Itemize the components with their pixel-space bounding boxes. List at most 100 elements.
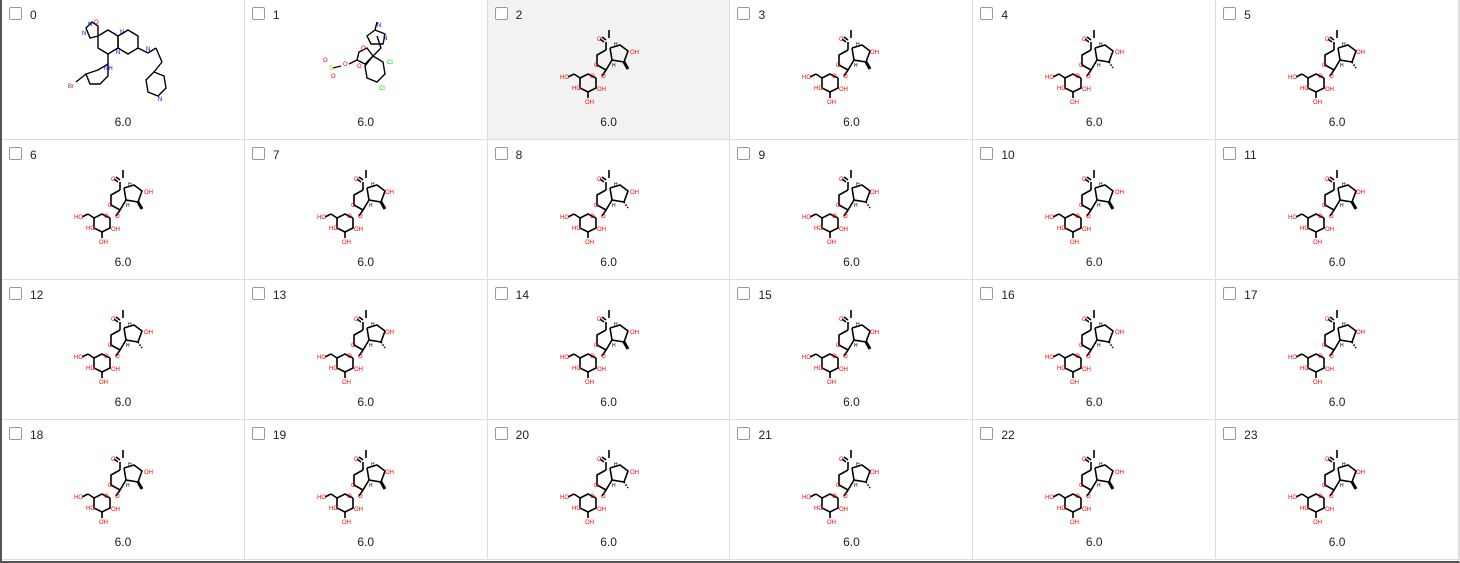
svg-text:O: O (832, 214, 837, 220)
grid-cell-12[interactable]: 12 O O O O HO HO OH OH OH H H 6.0 (2, 280, 245, 420)
select-checkbox[interactable] (1223, 287, 1237, 300)
svg-text:OH: OH (839, 367, 848, 373)
select-checkbox[interactable] (251, 427, 265, 440)
select-checkbox[interactable] (494, 287, 508, 300)
select-checkbox[interactable] (737, 287, 751, 300)
select-checkbox[interactable] (494, 147, 508, 160)
svg-text:HO: HO (1300, 86, 1309, 92)
svg-text:O: O (843, 354, 848, 360)
grid-cell-21[interactable]: 21 O O O O HO HO OH OH OH H H 6.0 (730, 420, 974, 560)
select-checkbox[interactable] (494, 7, 508, 20)
svg-text:H: H (371, 462, 375, 468)
svg-text:HO: HO (572, 226, 581, 232)
select-checkbox[interactable] (9, 7, 22, 20)
grid-cell-22[interactable]: 22 O O O O HO HO OH OH OH H H 6.0 (973, 420, 1217, 560)
select-checkbox[interactable] (251, 7, 265, 20)
svg-text:OH: OH (597, 87, 606, 93)
svg-text:OH: OH (385, 190, 394, 196)
grid-cell-13[interactable]: 13 O O O O HO HO OH OH OH H H 6.0 (244, 280, 488, 420)
svg-text:O: O (1079, 203, 1084, 209)
svg-text:OH: OH (870, 190, 879, 196)
svg-text:O: O (1329, 494, 1334, 500)
select-checkbox[interactable] (980, 7, 994, 20)
svg-text:HO: HO (814, 366, 823, 372)
grid-cell-14[interactable]: 14 O O O O HO HO OH OH OH H H 6.0 (487, 280, 731, 420)
grid-cell-0[interactable]: 0 N N N N NH N N O Br 6.0 (2, 0, 245, 140)
svg-text:OH: OH (597, 507, 606, 513)
select-checkbox[interactable] (9, 427, 22, 440)
svg-text:O: O (104, 354, 109, 360)
svg-text:O: O (594, 343, 599, 349)
cell-index: 22 (1001, 428, 1015, 442)
cell-score: 6.0 (1085, 535, 1103, 549)
select-checkbox[interactable] (980, 427, 994, 440)
grid-cell-8[interactable]: 8 O O O O HO HO OH OH OH H H 6.0 (487, 140, 731, 280)
svg-text:OH: OH (870, 50, 879, 56)
select-checkbox[interactable] (9, 287, 22, 300)
svg-text:H: H (1099, 42, 1103, 48)
svg-text:HO: HO (1300, 226, 1309, 232)
grid-cell-19[interactable]: 19 O O O O HO HO OH OH OH H H 6.0 (244, 420, 488, 560)
svg-text:O: O (108, 343, 113, 349)
grid-cell-15[interactable]: 15 O O O O HO HO OH OH OH H H 6.0 (730, 280, 974, 420)
grid-cell-20[interactable]: 20 O O O O HO HO OH OH OH H H 6.0 (487, 420, 731, 560)
cell-index: 9 (758, 148, 766, 162)
select-checkbox[interactable] (737, 427, 751, 440)
svg-text:O: O (1079, 343, 1084, 349)
svg-text:O: O (843, 494, 848, 500)
grid-cell-3[interactable]: 3 O O O O HO HO OH OH OH H H 6.0 (730, 0, 974, 140)
svg-text:OH: OH (1082, 507, 1091, 513)
svg-text:OH: OH (99, 240, 108, 246)
svg-text:H: H (1340, 483, 1344, 489)
select-checkbox[interactable] (1223, 7, 1237, 20)
select-checkbox[interactable] (737, 7, 751, 20)
svg-text:O: O (1329, 74, 1334, 80)
grid-cell-10[interactable]: 10 O O O O HO HO OH OH OH H H 6.0 (973, 140, 1217, 280)
select-checkbox[interactable] (737, 147, 751, 160)
svg-text:O: O (832, 354, 837, 360)
svg-text:O: O (331, 74, 336, 80)
svg-text:OH: OH (1325, 227, 1334, 233)
grid-cell-18[interactable]: 18 O O O O HO HO OH OH OH H H 6.0 (2, 420, 245, 560)
svg-text:O: O (354, 177, 359, 183)
grid-cell-5[interactable]: 5 O O O O HO HO OH OH OH H H 6.0 (1216, 0, 1459, 140)
svg-text:H: H (371, 322, 375, 328)
grid-cell-11[interactable]: 11 O O O O HO HO OH OH OH H H 6.0 (1216, 140, 1459, 280)
select-checkbox[interactable] (1223, 427, 1237, 440)
svg-text:HO: HO (1300, 366, 1309, 372)
svg-text:H: H (854, 203, 858, 209)
svg-text:OH: OH (354, 507, 363, 513)
grid-cell-7[interactable]: 7 O O O O HO HO OH OH OH H H 6.0 (244, 140, 488, 280)
select-checkbox[interactable] (251, 287, 265, 300)
svg-text:O: O (601, 354, 606, 360)
svg-text:S: S (329, 65, 334, 72)
grid-cell-4[interactable]: 4 O O O O HO HO OH OH OH H H 6.0 (973, 0, 1217, 140)
grid-cell-2[interactable]: 2 O O O O HO HO OH OH OH H H 6.0 (487, 0, 731, 140)
svg-text:HO: HO (329, 366, 338, 372)
select-checkbox[interactable] (1223, 147, 1237, 160)
select-checkbox[interactable] (494, 427, 508, 440)
select-checkbox[interactable] (9, 147, 22, 160)
svg-text:O: O (1086, 74, 1091, 80)
grid-cell-17[interactable]: 17 O O O O HO HO OH OH OH H H 6.0 (1216, 280, 1459, 420)
select-checkbox[interactable] (980, 287, 994, 300)
grid-cell-9[interactable]: 9 O O O O HO HO OH OH OH H H 6.0 (730, 140, 974, 280)
grid-cell-6[interactable]: 6 O O O O HO HO OH OH OH H H 6.0 (2, 140, 245, 280)
grid-cell-23[interactable]: 23 O O O O HO HO OH OH OH H H 6.0 (1216, 420, 1459, 560)
select-checkbox[interactable] (251, 147, 265, 160)
svg-text:OH: OH (111, 227, 120, 233)
svg-text:O: O (361, 46, 366, 52)
select-checkbox[interactable] (980, 147, 994, 160)
grid-cell-16[interactable]: 16 O O O O HO HO OH OH OH H H 6.0 (973, 280, 1217, 420)
grid-cell-1[interactable]: 1 N N O O O O O S Cl Cl 6.0 (244, 0, 488, 140)
svg-text:O: O (597, 177, 602, 183)
svg-text:OH: OH (827, 380, 836, 386)
